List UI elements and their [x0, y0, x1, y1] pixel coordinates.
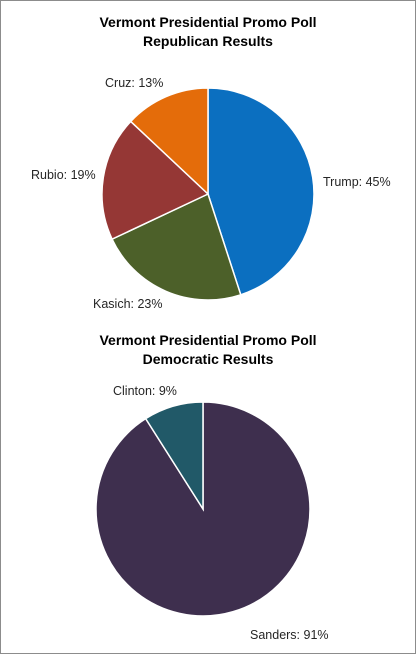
data-label-trump: Trump: 45%	[323, 175, 391, 189]
pie-slice-rubio	[101, 120, 210, 241]
data-label-cruz: Cruz: 13%	[105, 76, 163, 90]
title-line-2: Republican Results	[143, 33, 273, 49]
title-line-2: Democratic Results	[142, 351, 274, 367]
data-label-rubio: Rubio: 19%	[31, 168, 96, 182]
republican-chart: Vermont Presidential Promo Poll Republic…	[1, 1, 415, 323]
pie-slice-trump	[207, 87, 315, 296]
pie-slice-cruz	[129, 87, 209, 196]
data-label-kasich: Kasich: 23%	[93, 297, 162, 311]
democratic-chart: Vermont Presidential Promo Poll Democrat…	[1, 323, 415, 653]
pie-slice-clinton	[144, 401, 204, 512]
title-line-1: Vermont Presidential Promo Poll	[99, 332, 317, 348]
data-label-clinton: Clinton: 9%	[113, 384, 177, 398]
pie-slice-kasich	[111, 192, 242, 301]
title-line-1: Vermont Presidential Promo Poll	[99, 14, 317, 30]
chart-title: Vermont Presidential Promo Poll Republic…	[1, 13, 415, 51]
democratic-pie: Sanders: 91% Clinton: 9%	[95, 384, 329, 642]
republican-pie: Trump: 45% Kasich: 23% Rubio: 19% Cruz: 13%	[31, 76, 391, 311]
chart-title: Vermont Presidential Promo Poll Democrat…	[1, 331, 415, 369]
data-label-sanders: Sanders: 91%	[250, 628, 329, 642]
